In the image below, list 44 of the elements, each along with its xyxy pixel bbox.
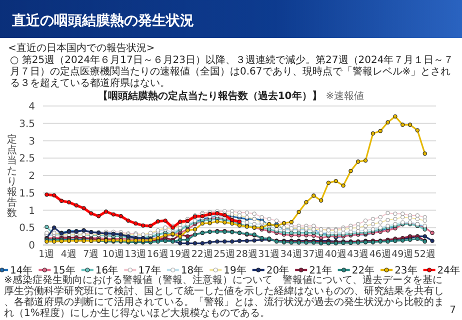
legend-label: 23年	[394, 264, 418, 276]
x-tick-label: 7週	[83, 249, 100, 260]
legend-label: 18年	[180, 264, 204, 276]
y-tick-label: 3.5	[19, 118, 35, 130]
x-tick-label: 43週	[347, 249, 370, 260]
x-tick-label: 19週	[169, 249, 192, 260]
y-tick-label: 0	[28, 240, 35, 252]
x-tick-label: 52週	[414, 249, 436, 260]
legend-label: 19年	[224, 264, 246, 276]
y-tick-label: 1.5	[19, 188, 35, 200]
x-tick-label: 28週	[236, 249, 258, 260]
y-tick-label: 4	[28, 102, 35, 112]
x-tick-label: 13週	[124, 249, 147, 260]
text: ※感染症発生動向における警報値（警報、注意報）について 警報値について、過去データを基に厚生労働科学研究班にて検討、国として統一した値を示した経緯はないものの、研究結果を共有し、各都道府県の判断にて活用されている。「警報」とは、流行状況が過去の発生状況から比較的まれ（1%程度）にしか生じ得ないほど大規模なものである。	[4, 274, 444, 319]
x-tick-label: 4週	[60, 249, 77, 260]
x-tick-label: 34週	[280, 249, 302, 260]
y-tick-label: 2.5	[19, 154, 35, 165]
legend-label: 22年	[352, 264, 375, 276]
text: <直近の日本国内での報告状況>	[8, 42, 155, 54]
x-tick-label: 31週	[258, 249, 280, 260]
x-tick-label: 40週	[324, 249, 347, 260]
x-tick-label: 10週	[102, 249, 124, 260]
x-tick-label: 1週	[38, 249, 55, 260]
x-tick-label: 37週	[302, 249, 325, 260]
legend-label: 17年	[138, 264, 161, 276]
y-axis-title: 定点当たり報告数	[7, 134, 17, 219]
legend-label: 24年	[437, 264, 460, 276]
legend-label: 20年	[266, 264, 290, 276]
chart-subtitle: 【咽頭結膜熱の定点当たり報告数（過去10年）】	[98, 90, 322, 102]
chart-title: 直近の咽頭結膜熱の発生状況	[11, 12, 194, 29]
x-tick-label: 16週	[146, 249, 169, 260]
y-tick-label: 2	[28, 171, 35, 182]
y-tick-label: 1	[28, 206, 35, 217]
x-tick-label: 46週	[369, 249, 392, 260]
text: ○ 第25週（2024年６月17日～６月23日）以降、３週連続で減少。第27週（2024年７月１日～７月７日）の定点医療機関当たりの速報値（全国）は0.67であり、現時点で「警報レベル※」とされる３を超えている都道府県はない。	[10, 54, 454, 89]
x-tick-label: 22週	[191, 249, 214, 260]
text: 7	[450, 305, 456, 316]
legend-label: 16年	[95, 264, 118, 276]
y-tick-label: 0.5	[19, 223, 35, 234]
y-tick-label: 3	[28, 136, 35, 148]
x-tick-label: 25週	[214, 249, 236, 260]
x-tick-label: 49週	[392, 249, 414, 260]
text: ※速報値	[326, 90, 364, 102]
legend-label: 21年	[309, 264, 332, 276]
